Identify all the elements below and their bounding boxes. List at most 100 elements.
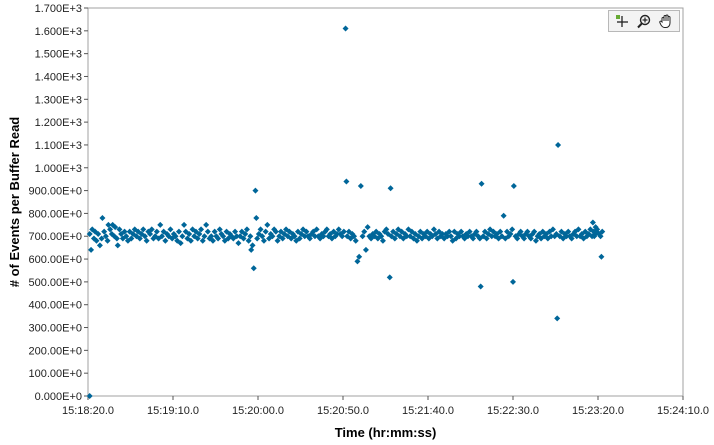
data-point xyxy=(313,226,320,233)
data-point xyxy=(107,226,114,233)
data-point xyxy=(136,235,143,242)
data-point xyxy=(112,224,119,231)
data-point xyxy=(524,228,531,235)
data-point xyxy=(532,237,539,244)
data-point xyxy=(554,315,561,322)
data-point xyxy=(254,235,261,242)
y-tick-label: 500.00E+0 xyxy=(28,277,82,289)
data-point xyxy=(143,237,150,244)
data-point xyxy=(521,235,528,242)
y-tick-label: 900.00E+0 xyxy=(28,186,82,198)
data-point xyxy=(589,219,596,226)
data-point xyxy=(357,183,364,190)
data-point xyxy=(413,237,420,244)
data-point xyxy=(158,233,165,240)
data-point xyxy=(549,226,556,233)
x-tick-label: 15:22:30.0 xyxy=(487,405,539,417)
data-point xyxy=(175,228,182,235)
data-point xyxy=(104,237,111,244)
data-point xyxy=(153,228,160,235)
data-point xyxy=(269,233,276,240)
data-point xyxy=(96,242,103,249)
y-tick-label: 200.00E+0 xyxy=(28,345,82,357)
data-point xyxy=(116,226,123,233)
data-point xyxy=(114,242,121,249)
data-point xyxy=(257,226,264,233)
data-point xyxy=(88,246,95,253)
data-point xyxy=(98,235,105,242)
data-point xyxy=(99,214,106,221)
data-point xyxy=(262,228,269,235)
data-point xyxy=(593,228,600,235)
data-point xyxy=(179,233,186,240)
data-point xyxy=(260,237,267,244)
zoom-tool[interactable] xyxy=(634,12,654,30)
data-point xyxy=(343,178,350,185)
data-point xyxy=(334,230,341,237)
data-point xyxy=(430,226,437,233)
data-point xyxy=(248,246,255,253)
data-point xyxy=(362,246,369,253)
data-point xyxy=(510,183,517,190)
data-point xyxy=(386,274,393,281)
data-point xyxy=(447,233,454,240)
y-tick-label: 1.400E+3 xyxy=(35,71,82,83)
y-tick-label: 1.000E+3 xyxy=(35,163,82,175)
y-tick-label: 1.200E+3 xyxy=(35,117,82,129)
plot-area[interactable] xyxy=(87,7,684,397)
data-point xyxy=(101,228,108,235)
data-point xyxy=(86,393,93,399)
y-axis-title: # of Events per Buffer Read xyxy=(7,117,22,288)
data-point xyxy=(598,253,605,260)
data-point xyxy=(204,228,211,235)
data-point xyxy=(568,235,575,242)
x-tick-label: 15:24:10.0 xyxy=(657,405,709,417)
data-point xyxy=(235,240,242,247)
data-point xyxy=(361,228,368,235)
data-point xyxy=(466,228,473,235)
data-point xyxy=(364,224,371,231)
data-point xyxy=(201,233,208,240)
hand-icon xyxy=(659,14,671,28)
y-tick-label: 1.300E+3 xyxy=(35,94,82,106)
data-point xyxy=(272,228,279,235)
data-point xyxy=(591,233,598,240)
y-tick-label: 0.000E+0 xyxy=(35,391,82,403)
data-point xyxy=(488,233,495,240)
y-tick-label: 1.500E+3 xyxy=(35,49,82,61)
data-point xyxy=(194,235,201,242)
data-point xyxy=(232,228,239,235)
data-point xyxy=(211,228,218,235)
data-point xyxy=(220,233,227,240)
x-tick-label: 15:20:00.0 xyxy=(232,405,284,417)
data-point xyxy=(378,233,385,240)
data-point xyxy=(470,235,477,242)
pan-tool[interactable] xyxy=(656,12,676,30)
data-point xyxy=(167,226,174,233)
y-tick-label: 300.00E+0 xyxy=(28,323,82,335)
data-point xyxy=(323,226,330,233)
data-point xyxy=(259,233,266,240)
x-tick-label: 15:20:50.0 xyxy=(317,405,369,417)
data-point xyxy=(147,230,154,237)
data-point xyxy=(253,214,260,221)
y-tick-label: 1.700E+3 xyxy=(35,3,82,15)
x-axis-title: Time (hr:mm:ss) xyxy=(335,425,437,440)
y-tick-label: 1.100E+3 xyxy=(35,140,82,152)
data-point xyxy=(599,228,606,235)
x-tick-label: 15:23:20.0 xyxy=(572,405,624,417)
cursor-move-tool[interactable] xyxy=(612,12,632,30)
data-point xyxy=(573,233,580,240)
data-point xyxy=(592,224,599,231)
data-point xyxy=(186,230,193,237)
data-point xyxy=(391,235,398,242)
y-tick-label: 100.00E+0 xyxy=(28,368,82,380)
data-point xyxy=(340,228,347,235)
data-point xyxy=(597,233,604,240)
data-point xyxy=(102,233,109,240)
data-point xyxy=(216,226,223,233)
zoom-icon xyxy=(637,14,651,29)
data-point xyxy=(208,233,215,240)
data-point xyxy=(233,233,240,240)
